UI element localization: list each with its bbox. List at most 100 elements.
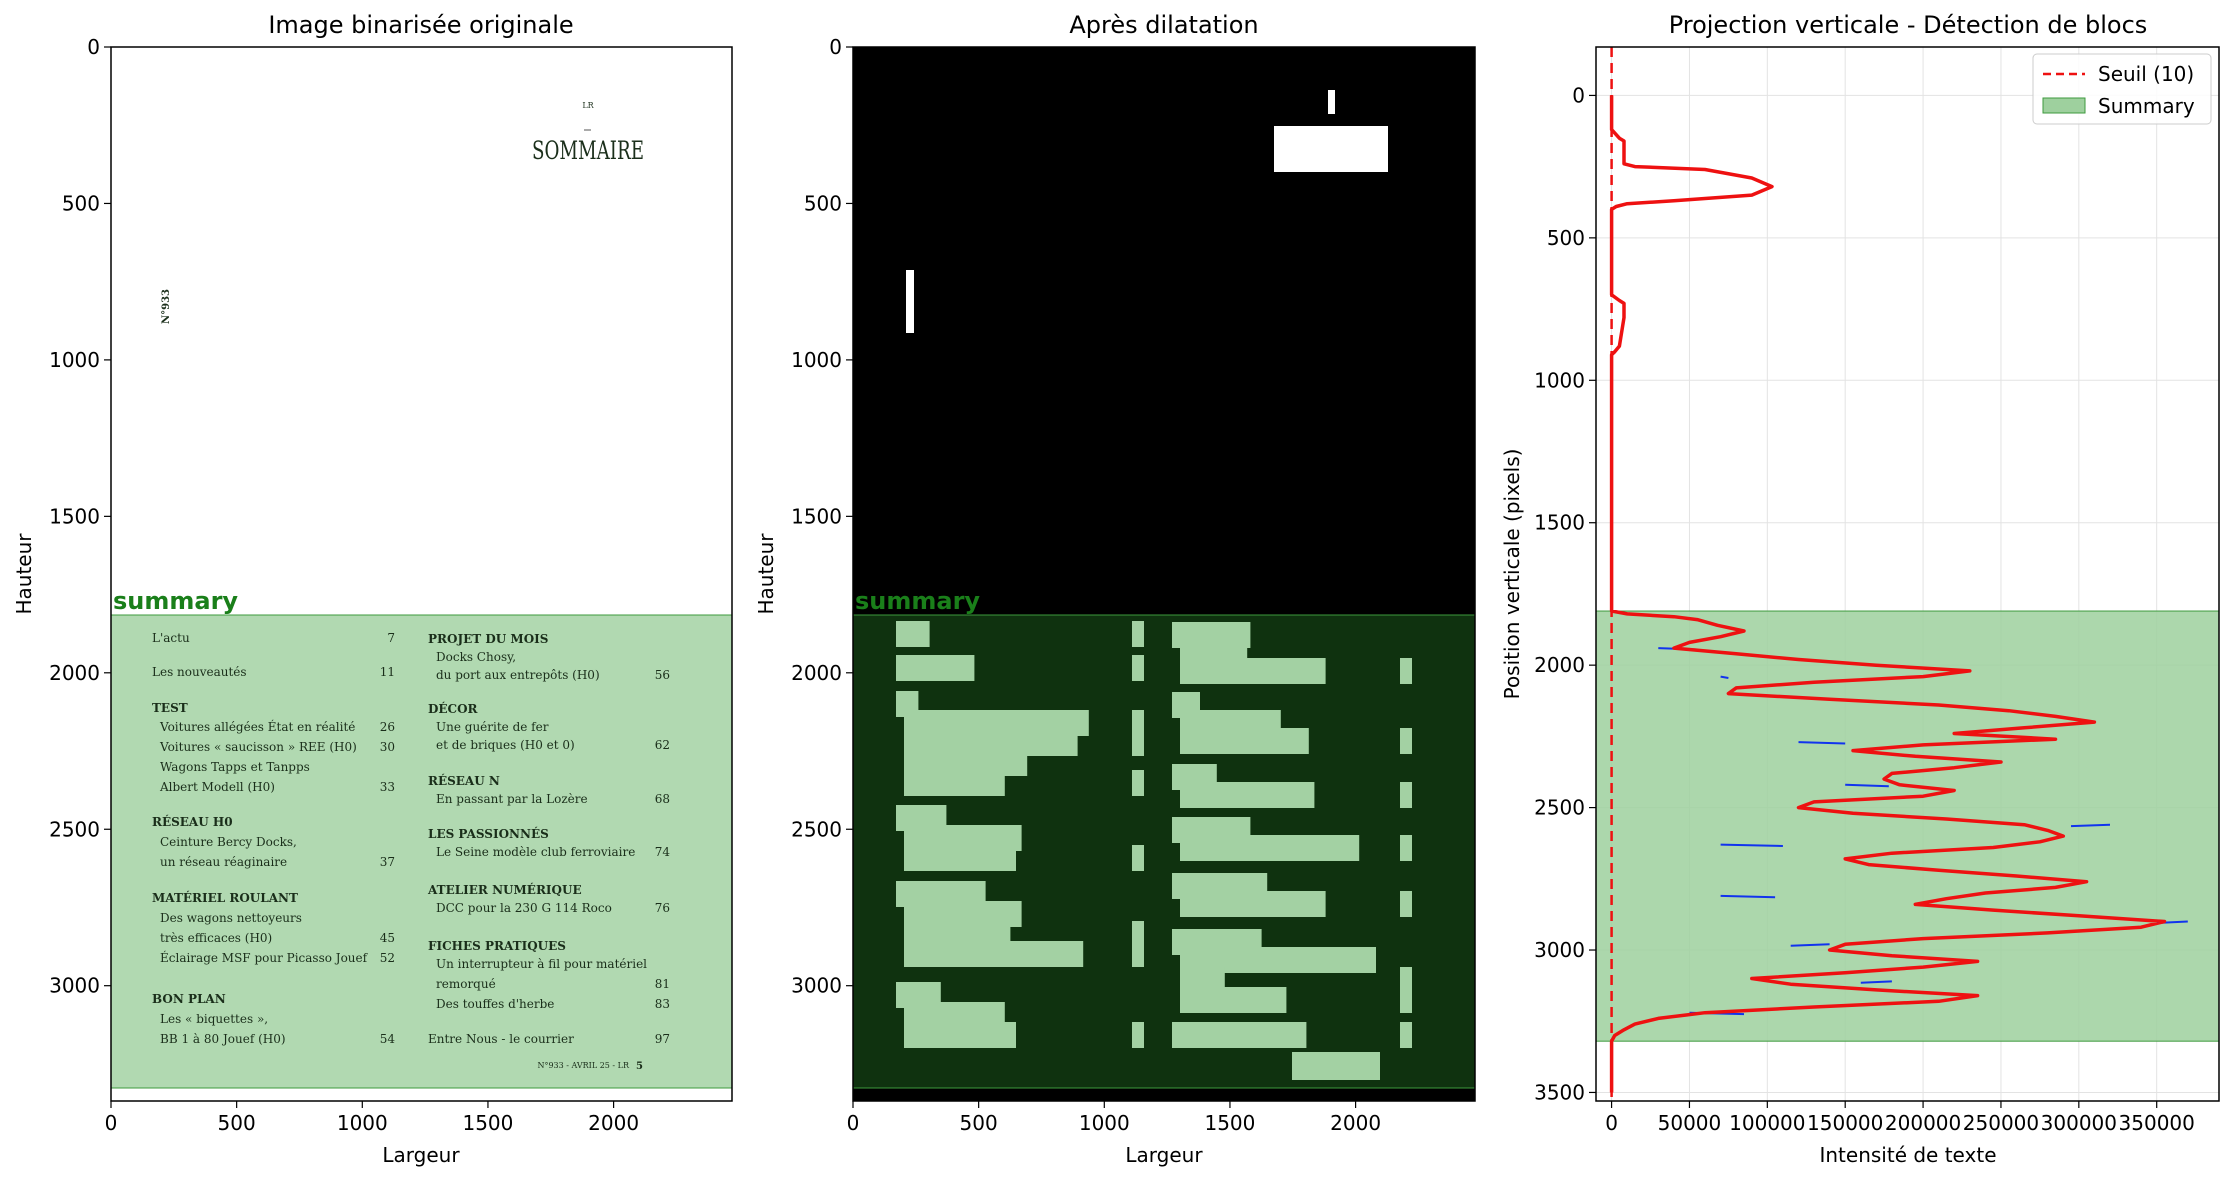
y-tick-label: 1500 [791, 504, 842, 528]
dilated-blob-page [1400, 891, 1412, 917]
panel-dilated-ylabel: Hauteur [754, 533, 778, 615]
toc-entry: Des touffes d'herbe [436, 997, 554, 1011]
x-tick-label: 500 [218, 1111, 256, 1135]
toc-page-number: 7 [387, 631, 395, 645]
toc-page-number: 68 [655, 792, 670, 806]
toc-page-number: 62 [655, 738, 670, 752]
doc-header-small: LR [582, 101, 594, 110]
summary-block-span [1595, 610, 2220, 1042]
toc-page-number: 45 [380, 931, 395, 945]
toc-entry: un réseau réaginaire [160, 855, 287, 869]
legend-summary-swatch [2042, 97, 2086, 114]
y-tick-label: 2500 [49, 817, 100, 841]
toc-entry: très efficaces (H0) [160, 931, 272, 945]
x-tick-label: 1500 [1204, 1111, 1255, 1135]
toc-page-number: 76 [655, 901, 670, 915]
toc-page-number: 11 [380, 665, 395, 679]
toc-page-number: 97 [655, 1032, 670, 1046]
dilated-blob-page [1400, 835, 1412, 861]
toc-entry: du port aux entrepôts (H0) [436, 668, 600, 682]
y-tick-label: 500 [804, 191, 842, 215]
x-tick-label: 100000 [1729, 1111, 1805, 1135]
toc-page-number: 26 [380, 720, 395, 734]
legend-summary-label: Summary [2098, 94, 2195, 118]
toc-entry: DCC pour la 230 G 114 Roco [436, 901, 612, 915]
toc-entry: Les nouveautés [152, 665, 247, 679]
toc-entry: DÉCOR [428, 701, 479, 716]
dilated-blob [896, 655, 975, 681]
x-tick-label: 50000 [1658, 1111, 1722, 1135]
x-tick-label: 300000 [2041, 1111, 2117, 1135]
toc-entry: BB 1 à 80 Jouef (H0) [160, 1032, 286, 1046]
smoothed-profile-line [1609, 95, 2167, 1093]
x-tick-label: 0 [105, 1111, 118, 1135]
summary-block-label: summary [113, 587, 238, 615]
y-tick-label: 2500 [791, 817, 842, 841]
x-tick-label: 250000 [1963, 1111, 2039, 1135]
chart-ticks: 0 50000 100000 150000 200000 250000 300000 3500… [1534, 83, 2195, 1135]
dilated-blob-page [1400, 1022, 1412, 1048]
toc-page-number: 54 [380, 1032, 396, 1046]
toc-entry: Les « biquettes », [160, 1012, 268, 1026]
toc-left-column: L'actu 7 Les nouveautés 11 TEST Voitures allé… [152, 631, 395, 1046]
dilated-blob-page [1400, 658, 1412, 684]
x-tick-label: 1000 [1079, 1111, 1130, 1135]
y-tick-label: 500 [1547, 226, 1585, 250]
toc-entry: ATELIER NUMÉRIQUE [427, 882, 582, 897]
panel-original-ticks: 0 500 1000 1500 2000 0 500 1000 1500 2000 2500 3000 [49, 35, 639, 1135]
dilated-text-blobs [896, 621, 1412, 1080]
toc-entry: Voitures allégées État en réalité [159, 719, 355, 734]
dilated-blob-page [1400, 728, 1412, 754]
panel-dilated-ticks: 0 500 1000 1500 2000 0 500 1000 1500 2000 2500 3000 [791, 35, 1381, 1135]
toc-entry: FICHES PRATIQUES [428, 939, 566, 953]
panel-projection: Projection verticale - Détection de bloc… [1500, 11, 2220, 1167]
toc-entry: Ceinture Bercy Docks, [160, 835, 297, 849]
y-tick-label: 2000 [49, 661, 100, 685]
dilated-blob-page [1400, 987, 1412, 1013]
dilated-blob [904, 941, 1084, 967]
dilated-blob [904, 1022, 1016, 1048]
toc-page-number: 56 [655, 668, 670, 682]
doc-issue-vertical: N°933 [161, 289, 172, 324]
dilated-blob-header [1328, 90, 1335, 114]
toc-entry: TEST [152, 701, 188, 715]
toc-entry: L'actu [152, 631, 190, 645]
toc-entry: Une guérite de fer [436, 720, 549, 734]
panel-original: Image binarisée originale LR SOMMAIRE N°… [12, 11, 733, 1167]
dilated-blob-page [1132, 655, 1144, 681]
x-tick-label: 350000 [2119, 1111, 2195, 1135]
x-tick-label: 150000 [1807, 1111, 1883, 1135]
dilated-blob [1180, 782, 1315, 808]
toc-entry: RÉSEAU N [428, 773, 500, 788]
y-tick-label: 1500 [1534, 511, 1585, 535]
toc-right-column: PROJET DU MOIS Docks Chosy, du port aux en… [427, 632, 670, 1046]
toc-entry: Éclairage MSF pour Picasso Jouef [160, 950, 369, 965]
y-tick-label: 2500 [1534, 796, 1585, 820]
dilated-blob [1180, 987, 1287, 1013]
toc-entry: Voitures « saucisson » REE (H0) [159, 740, 357, 754]
toc-page-number: 83 [655, 997, 670, 1011]
y-tick-label: 500 [62, 191, 100, 215]
dilated-blob [896, 621, 930, 647]
y-tick-label: 2000 [791, 661, 842, 685]
dilated-blob-page [1132, 1022, 1144, 1048]
dilated-blob-page [1132, 941, 1144, 967]
dilated-blob-page [1132, 730, 1144, 756]
toc-entry: Docks Chosy, [436, 650, 516, 664]
dilated-blob [1180, 658, 1326, 684]
y-tick-label: 0 [87, 35, 100, 59]
toc-entry: LES PASSIONNÉS [428, 826, 549, 841]
summary-block [110, 614, 733, 1089]
dilated-blob-sommaire [1274, 126, 1388, 172]
y-tick-label: 2000 [1534, 653, 1585, 677]
toc-page-number: 30 [380, 740, 395, 754]
doc-sommaire: SOMMAIRE [532, 136, 644, 165]
y-tick-label: 3500 [1534, 1080, 1585, 1104]
toc-entry: remorqué [436, 977, 496, 991]
x-tick-label: 200000 [1885, 1111, 1961, 1135]
y-tick-label: 3000 [1534, 938, 1585, 962]
x-tick-label: 1500 [462, 1111, 513, 1135]
toc-entry: PROJET DU MOIS [428, 632, 548, 646]
y-tick-label: 1500 [49, 504, 100, 528]
